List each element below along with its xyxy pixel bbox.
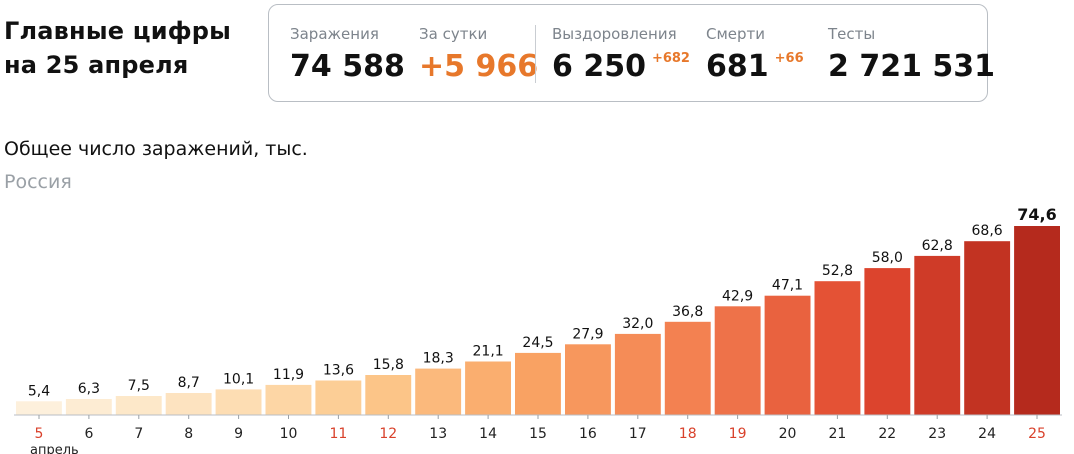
value-label-13: 18,3 [423,351,454,367]
value-label-15: 24,5 [522,335,553,351]
value-label-16: 27,9 [572,326,603,342]
value-label-24: 68,6 [972,223,1003,239]
headline-line-1: Главные цифры [4,17,232,45]
value-label-11: 13,6 [323,363,354,379]
stat-daily: За сутки +5 966 [419,25,538,85]
bar-20 [764,295,811,415]
category-label-19: 19 [729,426,747,442]
month-label: апрель [30,443,79,454]
bar-14 [465,361,511,415]
value-label-20: 47,1 [772,278,803,294]
category-label-10: 10 [280,426,298,442]
value-label-6: 6,3 [78,381,100,397]
bar-19 [714,306,761,415]
value-label-12: 15,8 [373,357,404,373]
bar-13 [415,368,462,415]
stat-recovered: Выздоровления 6 250 +682 [552,25,690,85]
tick-marks-group [38,415,1038,419]
value-label-14: 21,1 [473,344,504,360]
bars-group [16,226,1060,415]
chart-subtitle: Россия [4,171,72,193]
stat-tests: Тесты 2 721 531 [828,25,995,85]
bar-23 [914,255,961,415]
bar-17 [614,333,661,415]
category-label-23: 23 [928,426,946,442]
stat-deaths-value: 681 [706,49,769,84]
category-label-6: 6 [84,426,93,442]
value-label-17: 32,0 [622,316,653,332]
stat-deaths-delta: +66 [774,51,804,66]
bar-15 [515,352,561,415]
category-label-11: 11 [329,426,347,442]
value-label-21: 52,8 [822,263,853,279]
category-label-24: 24 [978,426,996,442]
bar-8 [165,393,212,415]
category-label-17: 17 [629,426,647,442]
bar-11 [315,380,362,415]
stat-deaths: Смерти 681 +66 [706,25,804,85]
value-label-9: 10,1 [223,371,254,387]
category-label-21: 21 [828,426,846,442]
bar-21 [814,281,861,415]
stats-divider [535,25,536,83]
stat-daily-value: +5 966 [419,49,539,84]
bar-24 [964,241,1011,415]
bar-5 [16,401,62,415]
stat-infections-value: 74 588 [290,49,405,84]
category-label-14: 14 [479,426,497,442]
category-label-13: 13 [429,426,447,442]
chart-title: Общее число заражений, тыс. [4,138,308,160]
bar-18 [664,321,711,415]
stat-infections: Заражения 74 588 [290,25,405,85]
stat-tests-value: 2 721 531 [828,49,996,84]
headline: Главные цифры на 25 апреля [4,14,231,82]
category-label-16: 16 [579,426,597,442]
category-label-9: 9 [234,426,243,442]
bar-25 [1014,226,1060,415]
category-label-8: 8 [184,426,193,442]
bar-7 [115,396,162,415]
category-label-18: 18 [679,426,697,442]
bar-16 [565,344,611,415]
value-label-7: 7,5 [128,378,150,394]
value-label-25: 74,6 [1017,205,1056,224]
bar-6 [65,399,112,415]
category-labels-group: 5 6 7 8 9 10 11 12 13 14 15 16 17 18 19 20 21 22 23 24 25 [35,426,1046,442]
category-label-20: 20 [779,426,797,442]
stat-infections-label: Заражения [290,25,379,43]
bar-22 [864,268,911,415]
bar-12 [365,375,412,415]
headline-line-2: на 25 апреля [4,51,189,79]
stat-tests-label: Тесты [828,25,876,43]
stat-deaths-label: Смерти [706,25,766,43]
category-label-22: 22 [878,426,896,442]
category-label-15: 15 [529,426,547,442]
stat-daily-label: За сутки [419,25,488,43]
stat-recovered-label: Выздоровления [552,25,677,43]
value-label-19: 42,9 [722,288,753,304]
stat-recovered-delta: +682 [651,51,690,66]
value-label-23: 62,8 [922,238,953,254]
stats-panel: Заражения 74 588 За сутки +5 966 Выздоро… [268,4,995,102]
value-label-10: 11,9 [273,367,304,383]
category-label-12: 12 [379,426,397,442]
category-label-5: 5 [35,426,44,442]
bar-9 [215,389,262,415]
bar-10 [265,384,312,415]
bar-chart: 5,4 6,3 7,5 8,7 10,1 11,9 13,6 15,8 18,3 21,1 24,5… [14,205,1062,454]
value-label-8: 8,7 [178,375,200,391]
value-label-18: 36,8 [672,304,703,320]
stat-recovered-value: 6 250 [552,49,646,84]
category-label-25: 25 [1028,426,1046,442]
value-label-5: 5,4 [28,383,50,399]
value-label-22: 58,0 [872,250,903,266]
value-labels-group: 5,4 6,3 7,5 8,7 10,1 11,9 13,6 15,8 18,3 21,1 24,5… [28,205,1057,399]
category-label-7: 7 [134,426,143,442]
